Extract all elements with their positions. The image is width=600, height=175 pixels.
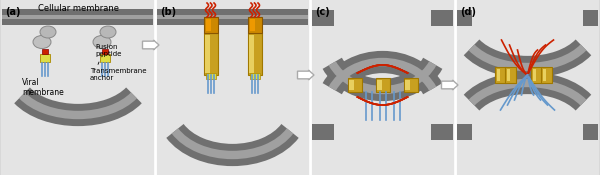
FancyBboxPatch shape <box>157 15 308 19</box>
Text: Fusion
peptide: Fusion peptide <box>95 44 121 57</box>
FancyBboxPatch shape <box>376 78 389 92</box>
FancyBboxPatch shape <box>377 80 382 90</box>
FancyBboxPatch shape <box>249 35 254 73</box>
FancyBboxPatch shape <box>100 54 110 62</box>
FancyBboxPatch shape <box>42 49 48 54</box>
FancyBboxPatch shape <box>312 10 334 26</box>
FancyBboxPatch shape <box>156 0 309 175</box>
FancyBboxPatch shape <box>542 69 547 81</box>
FancyBboxPatch shape <box>457 10 472 26</box>
Text: (b): (b) <box>160 7 176 17</box>
FancyBboxPatch shape <box>205 35 210 73</box>
FancyBboxPatch shape <box>248 17 262 33</box>
FancyArrow shape <box>298 70 314 80</box>
FancyBboxPatch shape <box>250 19 254 31</box>
FancyBboxPatch shape <box>248 33 262 75</box>
FancyBboxPatch shape <box>1 0 154 175</box>
Text: (a): (a) <box>5 7 20 17</box>
FancyBboxPatch shape <box>102 49 108 54</box>
Ellipse shape <box>40 26 56 38</box>
Text: Transmembrane
anchor: Transmembrane anchor <box>90 68 146 81</box>
FancyBboxPatch shape <box>2 15 153 19</box>
FancyBboxPatch shape <box>2 9 153 25</box>
FancyBboxPatch shape <box>347 78 361 92</box>
FancyBboxPatch shape <box>404 78 418 92</box>
FancyBboxPatch shape <box>205 73 215 79</box>
Text: Cellular membrane: Cellular membrane <box>37 4 119 13</box>
FancyBboxPatch shape <box>431 124 453 140</box>
FancyBboxPatch shape <box>583 10 598 26</box>
FancyBboxPatch shape <box>583 124 598 140</box>
FancyBboxPatch shape <box>531 67 542 83</box>
Ellipse shape <box>93 36 111 48</box>
FancyBboxPatch shape <box>205 19 211 31</box>
FancyBboxPatch shape <box>456 0 599 175</box>
FancyBboxPatch shape <box>506 69 511 81</box>
FancyBboxPatch shape <box>349 80 354 90</box>
FancyBboxPatch shape <box>497 69 500 81</box>
FancyBboxPatch shape <box>533 69 536 81</box>
Text: (d): (d) <box>460 7 476 17</box>
Text: Viral
membrane: Viral membrane <box>22 78 64 97</box>
FancyBboxPatch shape <box>431 10 453 26</box>
Text: (c): (c) <box>315 7 330 17</box>
FancyBboxPatch shape <box>541 67 552 83</box>
FancyArrow shape <box>442 80 458 90</box>
FancyBboxPatch shape <box>312 124 334 140</box>
FancyBboxPatch shape <box>40 54 50 62</box>
FancyBboxPatch shape <box>250 73 260 79</box>
Ellipse shape <box>33 36 51 48</box>
FancyBboxPatch shape <box>311 0 454 175</box>
FancyBboxPatch shape <box>157 9 308 25</box>
FancyBboxPatch shape <box>203 33 218 75</box>
FancyBboxPatch shape <box>405 80 410 90</box>
FancyArrow shape <box>143 40 159 50</box>
FancyBboxPatch shape <box>495 67 506 83</box>
Ellipse shape <box>100 26 116 38</box>
FancyBboxPatch shape <box>505 67 516 83</box>
FancyBboxPatch shape <box>203 17 218 33</box>
FancyBboxPatch shape <box>457 124 472 140</box>
